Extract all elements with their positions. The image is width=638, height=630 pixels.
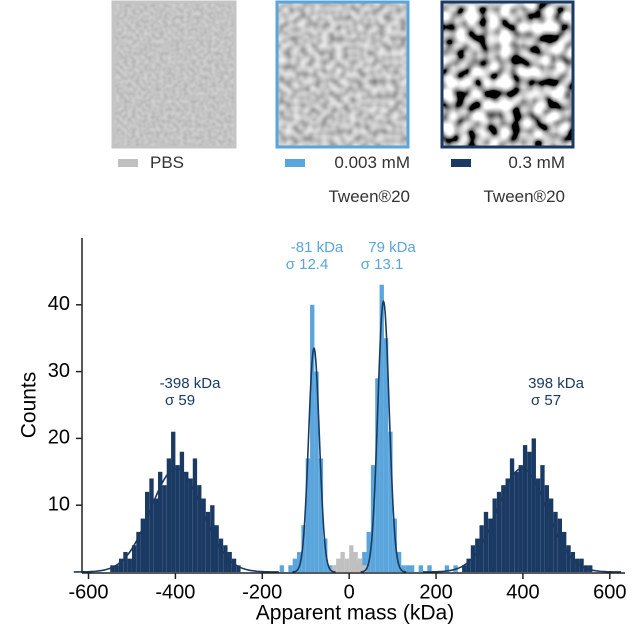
histogram-bar [514, 472, 518, 572]
x-tick-label: 400 [506, 581, 539, 603]
histogram-bar [219, 539, 223, 572]
histogram-bar [171, 432, 175, 572]
legend-label: PBS [150, 146, 210, 180]
histogram-bar [349, 545, 353, 572]
histogram-bar [506, 478, 510, 572]
y-tick-label: 10 [48, 493, 70, 515]
histogram-bar [193, 458, 197, 572]
y-tick-label: 30 [48, 360, 70, 382]
chart: Counts Apparent mass (kDa) -398 kDaσ 59 -… [0, 0, 638, 630]
image-low-tween [277, 2, 408, 147]
histogram-bar [175, 465, 179, 572]
fit-sigma-label: σ 13.1 [361, 256, 404, 273]
fit-mean-label: -398 kDa [160, 375, 222, 392]
histogram-bar [484, 512, 488, 572]
histogram-bar [562, 532, 566, 572]
histogram-bar [493, 499, 497, 572]
histogram-bar [527, 452, 531, 572]
histogram-bar [288, 565, 292, 572]
histogram-bar [354, 552, 358, 572]
legend-swatch [118, 159, 138, 167]
histogram-bar [523, 445, 527, 572]
histogram-bar [566, 545, 570, 572]
histogram-bar [427, 565, 431, 572]
histogram-bar [410, 565, 414, 572]
histogram-bar [154, 499, 158, 572]
histogram-bar [540, 465, 544, 572]
x-tick-label: 0 [344, 581, 355, 603]
histogram-bar [358, 559, 362, 572]
x-tick-label: -400 [155, 581, 195, 603]
legend-label: 0.003 mM Tween®20 [308, 146, 410, 214]
histogram-bar [184, 472, 188, 572]
histogram-bar [149, 478, 153, 572]
histogram-bar [419, 565, 423, 572]
histogram-bar [162, 485, 166, 572]
histogram-bar [145, 492, 149, 572]
fit-mean-label: 398 kDa [528, 375, 585, 392]
fit-sigma-label: σ 59 [165, 392, 195, 409]
x-tick-label: 200 [419, 581, 452, 603]
x-tick-label: 600 [593, 581, 626, 603]
histogram-bar [475, 539, 479, 572]
histogram-bar [519, 465, 523, 572]
histogram-bar [210, 505, 214, 572]
histogram-bar [553, 512, 557, 572]
histogram-bar [310, 305, 314, 572]
histogram-bar [223, 545, 227, 572]
histogram-bar [280, 565, 284, 572]
x-tick-label: -200 [242, 581, 282, 603]
fit-sigma-label: σ 12.4 [286, 256, 329, 273]
fit-mean-label: -81 kDa [291, 239, 344, 256]
histogram-bar [345, 559, 349, 572]
histogram-bar [545, 485, 549, 572]
histogram-bar [336, 559, 340, 572]
legend-swatch [285, 159, 305, 167]
histogram-bar [132, 545, 136, 572]
fit-sigma-label: σ 57 [531, 392, 561, 409]
legend-label: 0.3 mM Tween®20 [463, 146, 565, 214]
histogram-bar [340, 552, 344, 572]
y-tick-label: 20 [48, 427, 70, 449]
histogram-bar [188, 478, 192, 572]
y-axis-title: Counts [18, 372, 41, 439]
y-tick-label: 40 [48, 293, 70, 315]
image-pbs [113, 2, 235, 147]
page: {"chart_data": { "type": "histogram", "x… [0, 0, 638, 630]
x-axis-title: Apparent mass (kDa) [256, 602, 454, 625]
x-tick-label: -600 [69, 581, 109, 603]
histogram-bar [406, 565, 410, 572]
histogram-bar [532, 438, 536, 572]
image-high-tween [442, 2, 573, 147]
fit-mean-label: 79 kDa [368, 239, 416, 256]
histogram-bar [558, 519, 562, 572]
histogram-bar [214, 525, 218, 572]
histogram-bar [128, 559, 132, 572]
histogram-bar [549, 499, 553, 572]
